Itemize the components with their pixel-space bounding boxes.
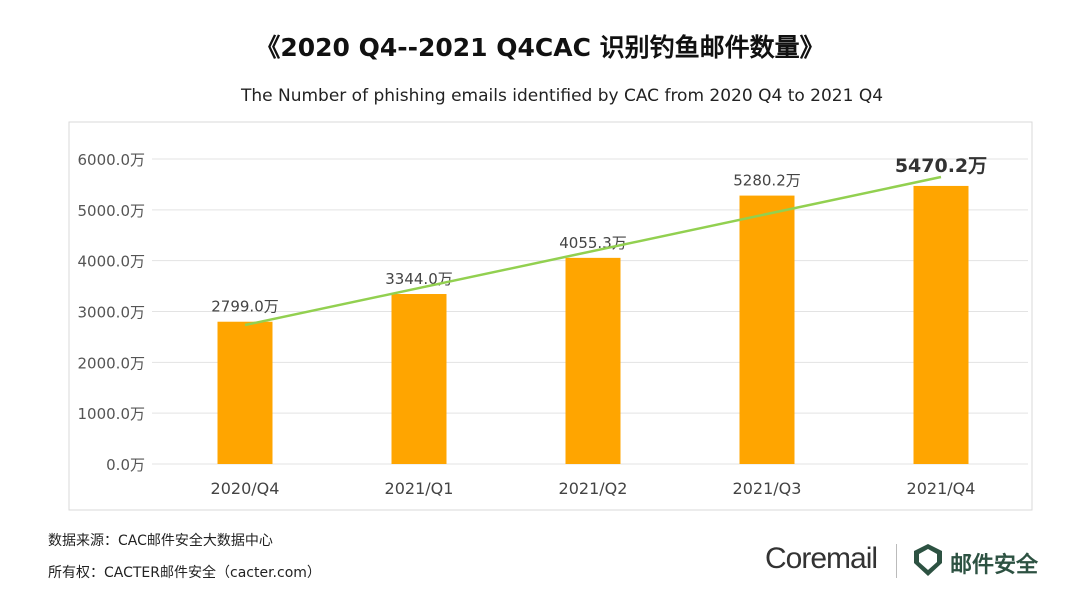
bar [913, 185, 969, 464]
y-tick-label: 4000.0万 [78, 253, 146, 271]
data-label: 5280.2万 [733, 172, 801, 190]
plot-area-border [68, 121, 1033, 511]
bar [217, 321, 273, 464]
y-tick-label: 1000.0万 [78, 405, 146, 423]
bar [565, 257, 621, 464]
y-tick-label: 2000.0万 [78, 354, 146, 372]
page-title: 《2020 Q4--2021 Q4CAC 识别钓鱼邮件数量》 [255, 33, 825, 62]
x-tick-label: 2021/Q4 [907, 479, 976, 498]
logo-divider [896, 544, 897, 578]
x-tick-label: 2020/Q4 [211, 479, 280, 498]
coremail-logo: Coremail [765, 542, 878, 575]
y-tick-label: 5000.0万 [78, 202, 146, 220]
y-tick-label: 0.0万 [106, 456, 145, 474]
x-tick-label: 2021/Q2 [559, 479, 628, 498]
bar [391, 294, 447, 464]
copyright: 所有权：CACTER邮件安全（cacter.com） [48, 565, 321, 581]
y-tick-label: 6000.0万 [78, 151, 146, 169]
trendline [244, 175, 942, 327]
cacter-logo-text: 邮件安全 [950, 553, 1039, 578]
data-label: 5470.2万 [895, 155, 987, 177]
shield-icon [914, 544, 942, 576]
data-label: 2799.0万 [211, 298, 279, 316]
data-label: 4055.3万 [559, 234, 627, 252]
bar [739, 195, 795, 464]
data-source: 数据来源：CAC邮件安全大数据中心 [48, 533, 273, 549]
chart-subtitle: The Number of phishing emails identified… [240, 86, 884, 106]
x-tick-label: 2021/Q1 [385, 479, 454, 498]
data-label: 3344.0万 [385, 270, 453, 288]
x-tick-label: 2021/Q3 [733, 479, 802, 498]
y-tick-label: 3000.0万 [78, 304, 146, 322]
